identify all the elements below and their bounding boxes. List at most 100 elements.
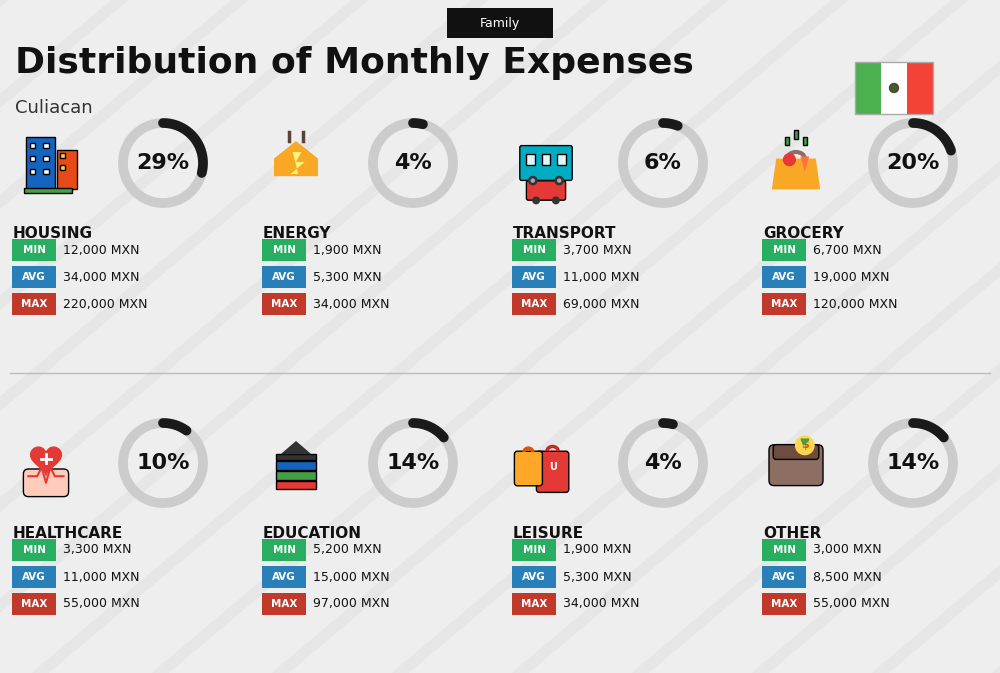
Text: 34,000 MXN: 34,000 MXN (63, 271, 140, 283)
Text: MIN: MIN (272, 245, 296, 255)
Text: 3,700 MXN: 3,700 MXN (563, 244, 632, 256)
FancyBboxPatch shape (12, 566, 56, 588)
FancyBboxPatch shape (12, 266, 56, 288)
Text: ENERGY: ENERGY (263, 226, 332, 241)
Text: 4%: 4% (394, 153, 432, 173)
FancyBboxPatch shape (60, 165, 65, 170)
Text: MIN: MIN (272, 545, 296, 555)
Text: 15,000 MXN: 15,000 MXN (313, 571, 390, 583)
Circle shape (890, 83, 899, 92)
Text: MIN: MIN (772, 545, 796, 555)
Text: 14%: 14% (386, 453, 440, 473)
Text: 120,000 MXN: 120,000 MXN (813, 297, 898, 310)
FancyBboxPatch shape (803, 137, 807, 145)
Text: 34,000 MXN: 34,000 MXN (313, 297, 390, 310)
Text: 97,000 MXN: 97,000 MXN (313, 598, 390, 610)
Text: MAX: MAX (771, 299, 797, 309)
Polygon shape (274, 141, 318, 176)
Circle shape (795, 435, 815, 456)
FancyBboxPatch shape (773, 445, 819, 460)
FancyBboxPatch shape (43, 156, 49, 162)
Text: MAX: MAX (21, 299, 47, 309)
Text: 5,300 MXN: 5,300 MXN (313, 271, 382, 283)
Circle shape (892, 85, 897, 90)
Text: MIN: MIN (772, 245, 796, 255)
Text: AVG: AVG (22, 572, 46, 582)
Polygon shape (772, 159, 820, 189)
Text: 12,000 MXN: 12,000 MXN (63, 244, 140, 256)
Text: MAX: MAX (271, 299, 297, 309)
Text: 4%: 4% (644, 453, 682, 473)
Text: 11,000 MXN: 11,000 MXN (563, 271, 640, 283)
Text: AVG: AVG (522, 572, 546, 582)
Circle shape (531, 178, 535, 183)
Polygon shape (290, 152, 305, 174)
Text: $: $ (801, 440, 809, 450)
Text: HOUSING: HOUSING (13, 226, 93, 241)
FancyBboxPatch shape (762, 566, 806, 588)
Text: TRANSPORT: TRANSPORT (513, 226, 616, 241)
Text: U: U (549, 462, 557, 472)
Circle shape (532, 197, 540, 205)
Text: OTHER: OTHER (763, 526, 821, 541)
FancyBboxPatch shape (881, 62, 907, 114)
FancyBboxPatch shape (536, 451, 569, 493)
FancyBboxPatch shape (762, 539, 806, 561)
FancyBboxPatch shape (526, 154, 535, 165)
Text: 29%: 29% (136, 153, 190, 173)
FancyBboxPatch shape (276, 454, 316, 460)
FancyBboxPatch shape (12, 239, 56, 261)
FancyBboxPatch shape (512, 593, 556, 615)
Text: AVG: AVG (522, 272, 546, 282)
Text: 55,000 MXN: 55,000 MXN (813, 598, 890, 610)
FancyBboxPatch shape (762, 239, 806, 261)
FancyBboxPatch shape (12, 293, 56, 315)
Polygon shape (800, 156, 809, 172)
FancyBboxPatch shape (542, 154, 550, 165)
FancyBboxPatch shape (514, 451, 542, 486)
Text: Family: Family (480, 17, 520, 30)
FancyBboxPatch shape (512, 539, 556, 561)
Text: MIN: MIN (22, 545, 46, 555)
FancyBboxPatch shape (557, 154, 566, 165)
FancyBboxPatch shape (762, 293, 806, 315)
Text: 8,500 MXN: 8,500 MXN (813, 571, 882, 583)
FancyBboxPatch shape (785, 137, 789, 145)
FancyBboxPatch shape (512, 266, 556, 288)
FancyBboxPatch shape (24, 188, 72, 192)
Text: MIN: MIN (522, 545, 546, 555)
Text: 10%: 10% (136, 453, 190, 473)
Text: 220,000 MXN: 220,000 MXN (63, 297, 148, 310)
FancyBboxPatch shape (855, 62, 881, 114)
Text: 20%: 20% (886, 153, 940, 173)
FancyBboxPatch shape (262, 539, 306, 561)
Text: MAX: MAX (521, 299, 547, 309)
FancyBboxPatch shape (520, 145, 572, 180)
Text: MAX: MAX (521, 599, 547, 609)
Circle shape (783, 153, 796, 166)
FancyBboxPatch shape (26, 137, 55, 189)
FancyBboxPatch shape (276, 461, 316, 470)
Text: AVG: AVG (772, 572, 796, 582)
Text: AVG: AVG (22, 272, 46, 282)
Text: LEISURE: LEISURE (513, 526, 584, 541)
FancyBboxPatch shape (30, 143, 35, 148)
Text: MIN: MIN (22, 245, 46, 255)
Text: AVG: AVG (272, 572, 296, 582)
Text: 69,000 MXN: 69,000 MXN (563, 297, 640, 310)
Text: GROCERY: GROCERY (763, 226, 844, 241)
Text: 3,300 MXN: 3,300 MXN (63, 544, 132, 557)
Text: HEALTHCARE: HEALTHCARE (13, 526, 123, 541)
Text: 6,700 MXN: 6,700 MXN (813, 244, 882, 256)
Circle shape (552, 197, 560, 205)
FancyBboxPatch shape (512, 293, 556, 315)
Text: MAX: MAX (21, 599, 47, 609)
Polygon shape (281, 441, 311, 454)
Text: 55,000 MXN: 55,000 MXN (63, 598, 140, 610)
FancyBboxPatch shape (43, 143, 49, 148)
FancyBboxPatch shape (12, 593, 56, 615)
Text: 34,000 MXN: 34,000 MXN (563, 598, 640, 610)
FancyBboxPatch shape (512, 566, 556, 588)
FancyBboxPatch shape (526, 181, 566, 200)
FancyBboxPatch shape (30, 156, 35, 162)
